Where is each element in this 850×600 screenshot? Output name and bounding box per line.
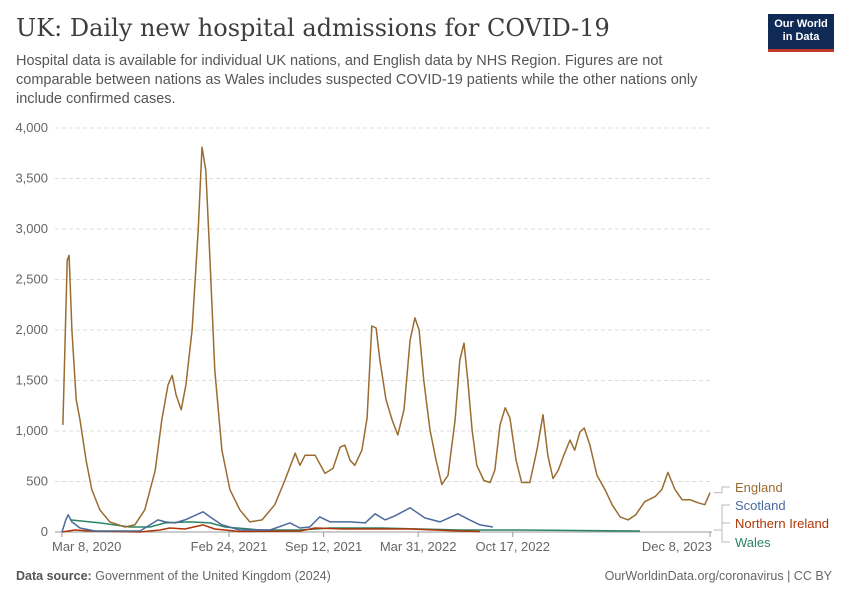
- y-tick-label: 1,500: [15, 373, 48, 388]
- x-tick-label: Dec 8, 2023: [642, 539, 712, 554]
- legend-label: Northern Ireland: [735, 516, 829, 531]
- x-tick-label: Mar 8, 2020: [52, 539, 121, 554]
- x-tick-label: Mar 31, 2022: [380, 539, 457, 554]
- credit-link[interactable]: OurWorldinData.org/coronavirus | CC BY: [604, 569, 832, 583]
- x-tick-label: Feb 24, 2021: [191, 539, 268, 554]
- legend-connector: [714, 486, 730, 494]
- data-source: Data source: Government of the United Ki…: [16, 569, 331, 583]
- y-tick-label: 3,500: [15, 171, 48, 186]
- legend-label: Wales: [735, 535, 771, 550]
- logo-text: Our World in Data: [774, 18, 828, 43]
- series-line-scotland: [61, 507, 494, 533]
- y-tick-label: 1,000: [15, 423, 48, 438]
- legend-label: England: [735, 480, 783, 495]
- x-tick-label: Sep 12, 2021: [285, 539, 362, 554]
- y-tick-label: 0: [41, 524, 48, 539]
- legend-connector: [714, 529, 730, 543]
- owid-logo[interactable]: Our World in Data: [768, 14, 834, 52]
- y-tick-label: 4,000: [15, 120, 48, 135]
- x-tick-label: Oct 17, 2022: [476, 539, 550, 554]
- legend-label: Scotland: [735, 498, 786, 513]
- y-tick-label: 2,500: [15, 272, 48, 287]
- source-label: Data source:: [16, 569, 92, 583]
- chart-subtitle: Hospital data is available for individua…: [16, 53, 698, 107]
- series-line-england: [62, 146, 711, 528]
- y-tick-label: 500: [26, 474, 48, 489]
- legend-connector: [714, 522, 730, 531]
- chart-title: UK: Daily new hospital admissions for CO…: [16, 14, 610, 42]
- y-tick-label: 3,000: [15, 221, 48, 236]
- source-text[interactable]: Government of the United Kingdom (2024): [95, 569, 331, 583]
- y-tick-label: 2,000: [15, 322, 48, 337]
